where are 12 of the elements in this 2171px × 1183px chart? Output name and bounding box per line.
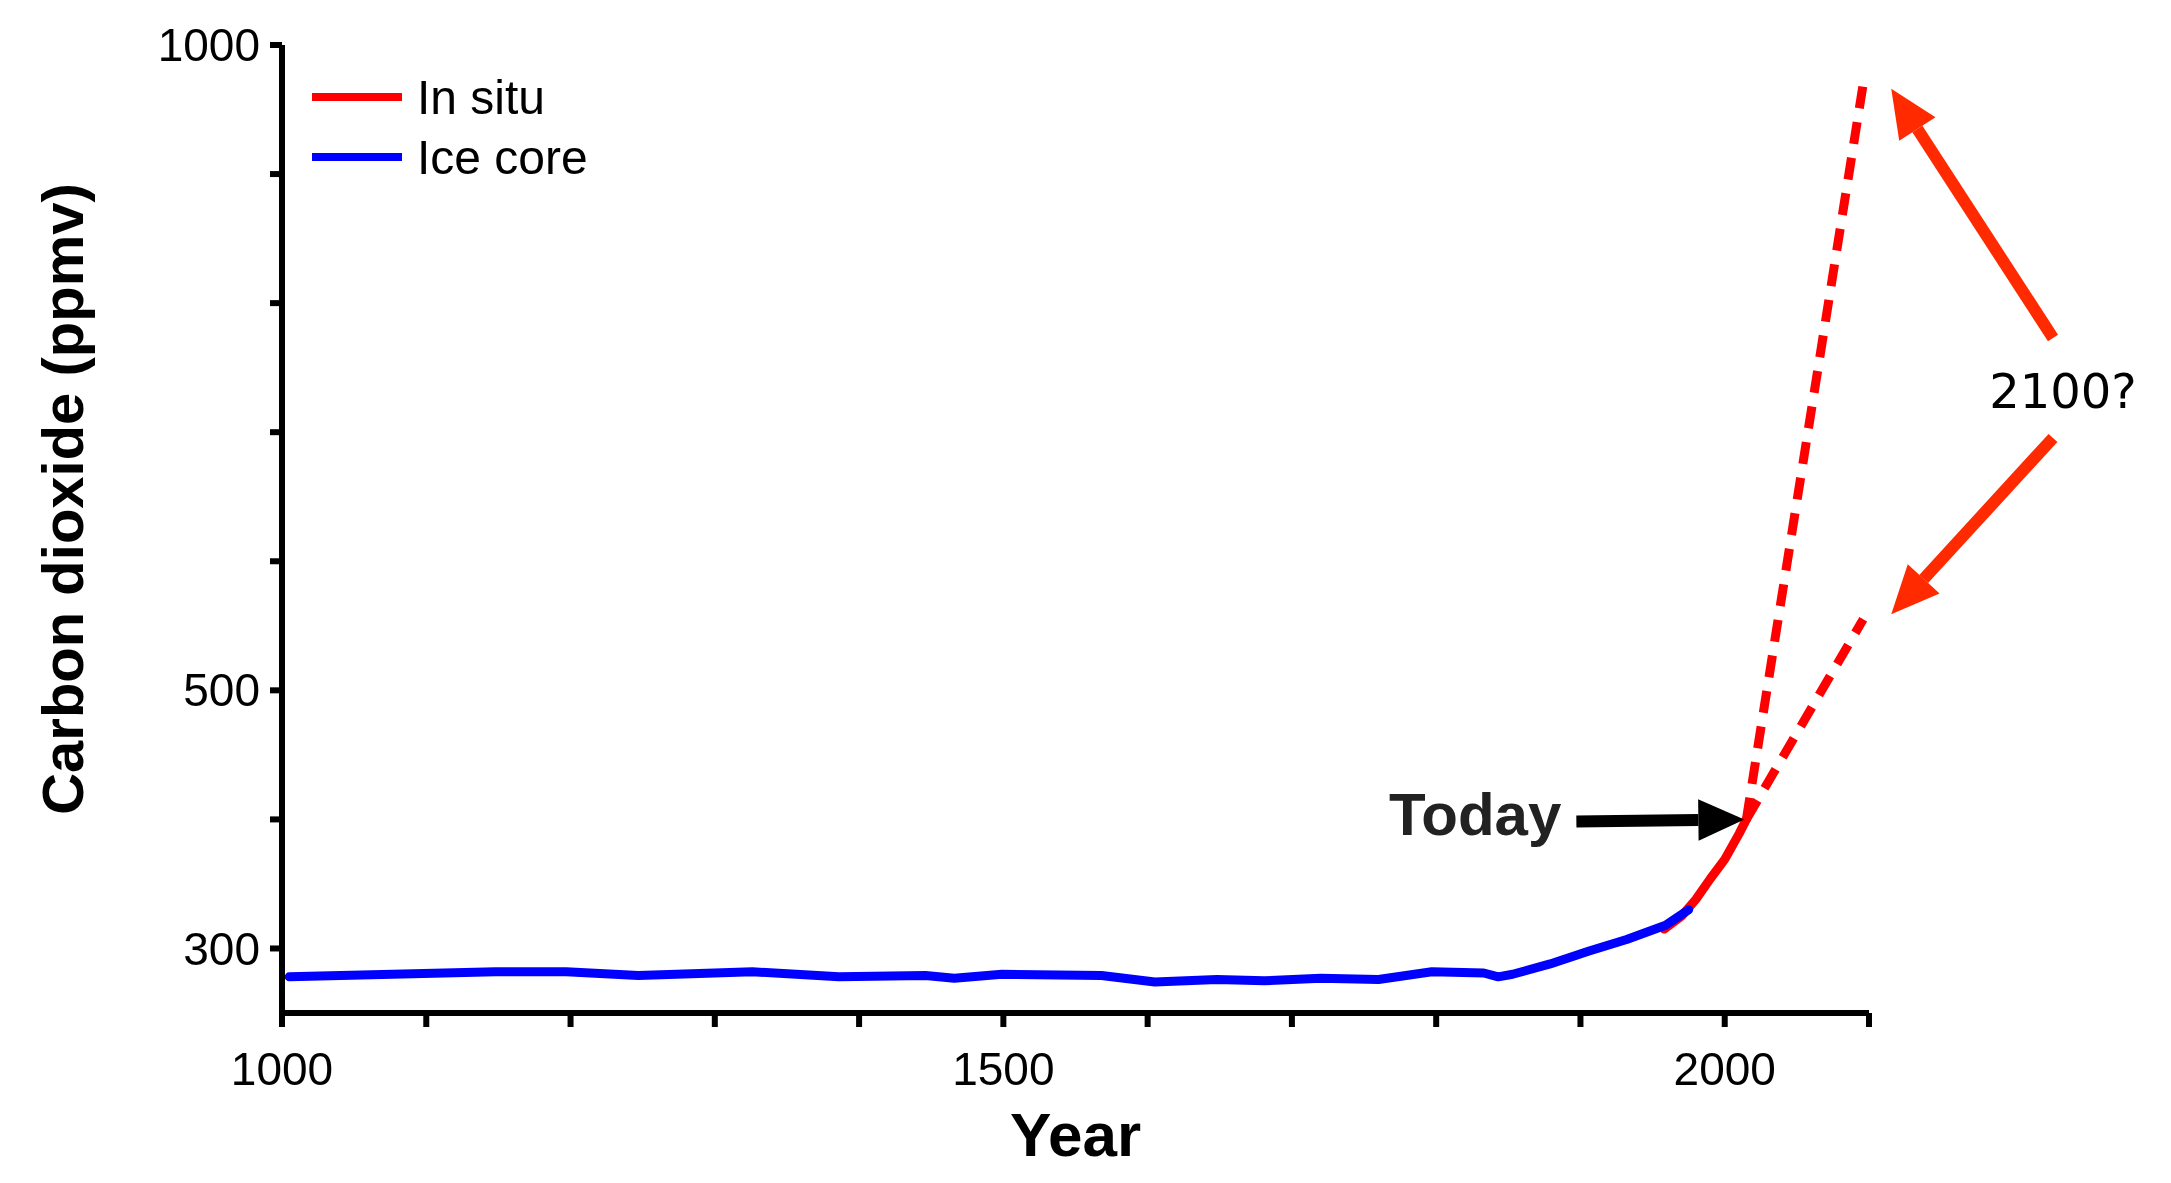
x-axis-title: Year	[1009, 1100, 1142, 1169]
y-tick-label: 300	[183, 922, 260, 975]
legend-label: In situ	[417, 70, 546, 124]
text: 2100?	[1989, 363, 2137, 419]
y-tick-label: 500	[183, 664, 260, 717]
y-axis-title: Carbon dioxide (ppmv)	[30, 183, 95, 815]
x-tick-label: 2000	[1673, 1043, 1776, 1095]
y-tick-label: 1000	[157, 19, 260, 72]
annotation: Today	[1389, 781, 1562, 849]
x-tick-label: 1000	[230, 1043, 334, 1095]
x-tick-label: 1500	[952, 1043, 1055, 1095]
legend-label: Ice core	[417, 130, 588, 184]
